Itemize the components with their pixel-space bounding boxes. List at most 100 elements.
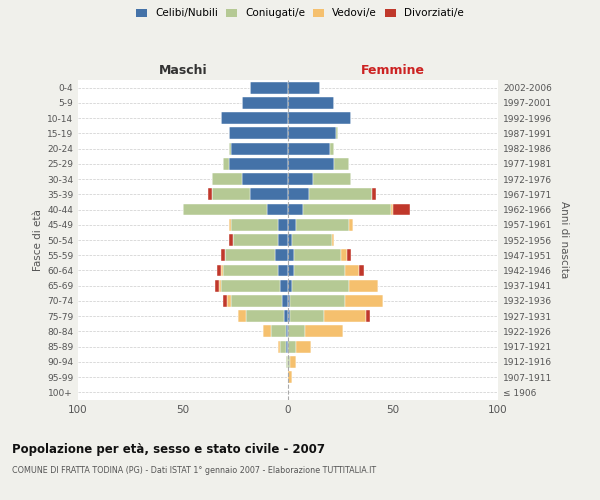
- Bar: [208, 188, 212, 200]
- Bar: [232, 295, 282, 307]
- Bar: [250, 188, 288, 200]
- Bar: [391, 204, 393, 216]
- Bar: [292, 234, 332, 246]
- Bar: [229, 219, 232, 230]
- Bar: [295, 264, 345, 276]
- Bar: [246, 310, 284, 322]
- Bar: [347, 250, 351, 261]
- Bar: [286, 356, 288, 368]
- Bar: [229, 158, 288, 170]
- Bar: [290, 310, 324, 322]
- Bar: [223, 264, 277, 276]
- Bar: [183, 204, 267, 216]
- Bar: [277, 219, 288, 230]
- Bar: [267, 204, 288, 216]
- Bar: [233, 234, 277, 246]
- Bar: [280, 340, 286, 352]
- Bar: [345, 264, 359, 276]
- Bar: [221, 280, 280, 291]
- Bar: [280, 280, 288, 291]
- Bar: [288, 112, 351, 124]
- Bar: [288, 219, 296, 230]
- Bar: [288, 142, 330, 154]
- Bar: [242, 97, 288, 109]
- Bar: [277, 340, 280, 352]
- Bar: [282, 295, 288, 307]
- Bar: [232, 219, 277, 230]
- Bar: [393, 204, 410, 216]
- Bar: [271, 326, 286, 338]
- Bar: [337, 128, 338, 140]
- Bar: [288, 326, 305, 338]
- Bar: [330, 142, 334, 154]
- Bar: [288, 356, 290, 368]
- Text: Femmine: Femmine: [361, 64, 425, 78]
- Bar: [288, 264, 295, 276]
- Bar: [309, 188, 372, 200]
- Bar: [286, 340, 288, 352]
- Bar: [295, 250, 341, 261]
- Bar: [288, 82, 320, 94]
- Bar: [332, 234, 334, 246]
- Bar: [288, 128, 337, 140]
- Bar: [218, 280, 221, 291]
- Bar: [250, 82, 288, 94]
- Y-axis label: Fasce di età: Fasce di età: [33, 209, 43, 271]
- Bar: [324, 310, 366, 322]
- Bar: [221, 264, 223, 276]
- Bar: [288, 173, 313, 185]
- Bar: [229, 128, 288, 140]
- Bar: [288, 250, 295, 261]
- Bar: [277, 234, 288, 246]
- Bar: [212, 188, 250, 200]
- Bar: [296, 340, 311, 352]
- Bar: [232, 142, 288, 154]
- Bar: [238, 310, 246, 322]
- Bar: [349, 219, 353, 230]
- Bar: [221, 250, 225, 261]
- Bar: [221, 112, 288, 124]
- Bar: [288, 340, 296, 352]
- Bar: [288, 280, 292, 291]
- Bar: [334, 158, 349, 170]
- Bar: [288, 188, 309, 200]
- Bar: [223, 158, 229, 170]
- Bar: [290, 356, 296, 368]
- Text: COMUNE DI FRATTA TODINA (PG) - Dati ISTAT 1° gennaio 2007 - Elaborazione TUTTITA: COMUNE DI FRATTA TODINA (PG) - Dati ISTA…: [12, 466, 376, 475]
- Bar: [296, 219, 349, 230]
- Bar: [288, 371, 292, 383]
- Bar: [286, 326, 288, 338]
- Bar: [223, 295, 227, 307]
- Bar: [288, 310, 290, 322]
- Bar: [227, 295, 232, 307]
- Bar: [359, 264, 364, 276]
- Bar: [292, 280, 349, 291]
- Bar: [212, 173, 242, 185]
- Bar: [242, 173, 288, 185]
- Bar: [288, 204, 303, 216]
- Text: Maschi: Maschi: [158, 64, 208, 78]
- Bar: [288, 234, 292, 246]
- Bar: [229, 142, 232, 154]
- Bar: [313, 173, 351, 185]
- Bar: [372, 188, 376, 200]
- Bar: [275, 250, 288, 261]
- Y-axis label: Anni di nascita: Anni di nascita: [559, 202, 569, 278]
- Bar: [341, 250, 347, 261]
- Bar: [290, 295, 345, 307]
- Bar: [366, 310, 370, 322]
- Bar: [288, 295, 290, 307]
- Legend: Celibi/Nubili, Coniugati/e, Vedovi/e, Divorziati/e: Celibi/Nubili, Coniugati/e, Vedovi/e, Di…: [133, 5, 467, 21]
- Bar: [277, 264, 288, 276]
- Bar: [305, 326, 343, 338]
- Bar: [229, 234, 233, 246]
- Bar: [217, 264, 221, 276]
- Bar: [288, 158, 334, 170]
- Bar: [303, 204, 391, 216]
- Bar: [345, 295, 383, 307]
- Bar: [349, 280, 379, 291]
- Bar: [225, 250, 275, 261]
- Bar: [284, 310, 288, 322]
- Bar: [288, 97, 334, 109]
- Text: Popolazione per età, sesso e stato civile - 2007: Popolazione per età, sesso e stato civil…: [12, 442, 325, 456]
